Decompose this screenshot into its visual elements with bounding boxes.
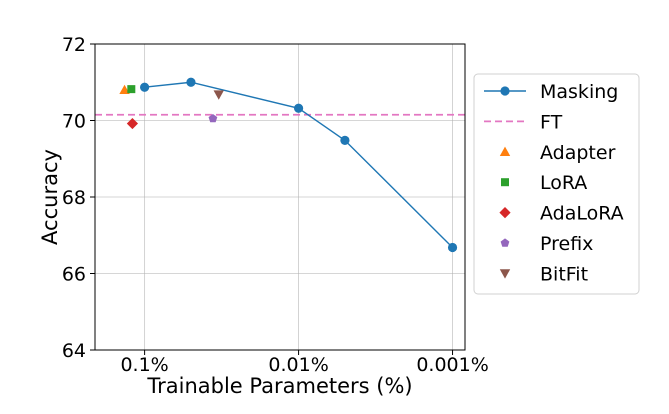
y-tick-label: 68: [62, 187, 86, 209]
legend-lora-label: LoRA: [540, 172, 587, 194]
masking-point: [293, 103, 304, 113]
legend-adalora-marker: [499, 207, 511, 219]
legend-adapter-marker: [499, 146, 511, 156]
y-tick-label: 70: [62, 111, 86, 133]
prefix-point: [208, 113, 218, 123]
masking-point: [340, 135, 350, 145]
legend-masking-marker: [500, 86, 510, 96]
masking-point: [447, 242, 458, 253]
legend-bitfit-label: BitFit: [540, 263, 588, 285]
x-axis-label: Trainable Parameters (%): [146, 374, 412, 398]
x-tick-label: 0.01%: [268, 354, 328, 376]
y-axis-label: Accuracy: [38, 149, 62, 245]
grid-lines: [95, 43, 465, 351]
legend-masking-label: Masking: [540, 81, 618, 103]
legend: Masking FT Adapter LoRA AdaLoRA Prefix BitFit: [473, 73, 640, 295]
legend-prefix-label: Prefix: [540, 233, 593, 255]
adapter-point: [119, 84, 130, 95]
legend-prefix-marker: [500, 238, 510, 247]
legend-bitfit-marker: [499, 269, 511, 279]
data-markers: [119, 77, 458, 253]
masking-point: [140, 82, 150, 92]
x-tick-label: 0.001%: [416, 354, 488, 376]
masking-point: [186, 77, 196, 87]
axis-ticks: 0.1% 0.01% 0.001% 64 66 68 70 72: [62, 34, 489, 376]
legend-adalora-label: AdaLoRA: [540, 203, 624, 225]
y-tick-label: 66: [62, 264, 86, 286]
legend-adapter-label: Adapter: [540, 142, 616, 164]
legend-ft-label: FT: [540, 111, 563, 133]
adalora-point: [126, 117, 139, 130]
legend-lora-marker: [501, 178, 509, 187]
legend-box: [473, 73, 640, 295]
y-tick-label: 72: [62, 34, 86, 56]
x-tick-label: 0.1%: [120, 354, 168, 376]
y-tick-label: 64: [62, 340, 86, 362]
lora-point: [127, 85, 136, 94]
bitfit-point: [213, 90, 224, 100]
